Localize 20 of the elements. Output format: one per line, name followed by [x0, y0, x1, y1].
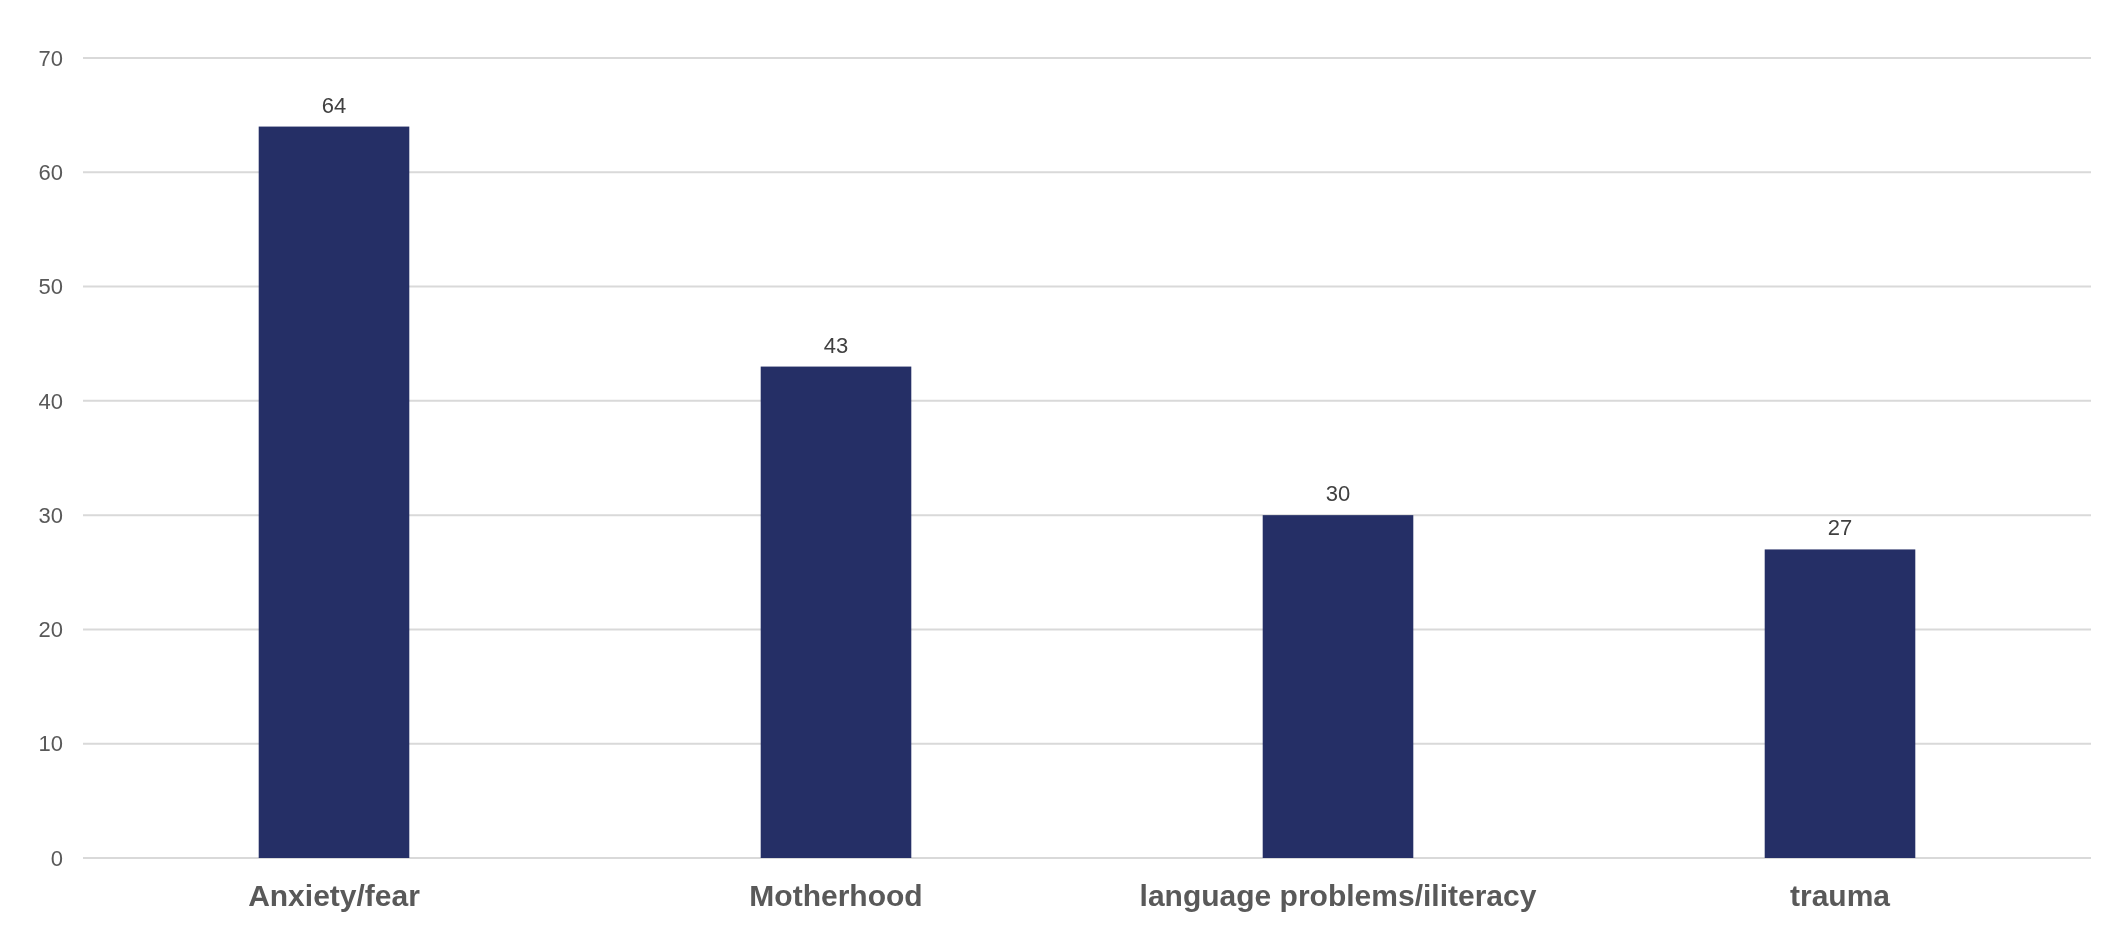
bar — [760, 366, 912, 858]
y-tick-label: 20 — [38, 617, 63, 643]
y-tick-label: 0 — [50, 845, 63, 871]
x-tick-label: Motherhood — [749, 879, 923, 912]
y-tick-label: 60 — [38, 159, 63, 185]
bar — [1764, 549, 1916, 858]
data-label: 27 — [1827, 515, 1853, 541]
data-label: 43 — [823, 332, 849, 358]
y-tick-label: 30 — [38, 502, 63, 528]
data-label: 30 — [1325, 481, 1351, 507]
y-tick-label: 40 — [38, 388, 63, 414]
bar — [1262, 515, 1414, 858]
x-tick-label: trauma — [1789, 879, 1891, 912]
data-label: 64 — [321, 92, 347, 118]
bar — [258, 126, 410, 858]
x-tick-label: language problems/iliteracy — [1139, 879, 1537, 912]
y-tick-label: 50 — [38, 274, 63, 300]
y-tick-label: 10 — [38, 731, 63, 757]
y-tick-label: 70 — [38, 45, 63, 71]
x-tick-label: Anxiety/fear — [248, 879, 421, 912]
